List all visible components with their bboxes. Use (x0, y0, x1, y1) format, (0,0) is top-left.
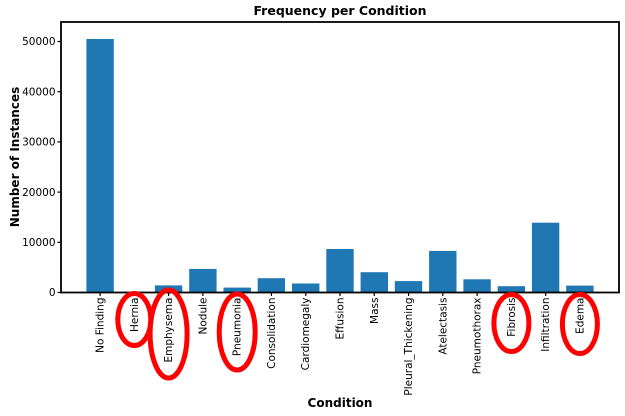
x-tick-label-pneumothorax: Pneumothorax (472, 297, 484, 374)
circle-annotation-pneumonia (216, 291, 258, 373)
x-tick-label-pleural-thickening: Pleural_Thickening (403, 298, 415, 396)
x-axis-label: Condition (307, 396, 373, 410)
x-tick-label-cardiomegaly: Cardiomegaly (300, 298, 312, 371)
bar-no-finding (86, 39, 114, 293)
bar-fibrosis (497, 286, 526, 293)
x-tick-label-emphysema: Emphysema (163, 298, 175, 363)
y-tick-label: 20000 (22, 187, 55, 199)
x-tick-label-infiltration: Infiltration (540, 298, 552, 352)
x-tick-label-no-finding: No Finding (95, 298, 107, 353)
x-tick-label-atelectasis: Atelectasis (437, 298, 449, 355)
x-tick-label-pneumonia: Pneumonia (232, 298, 244, 357)
y-tick-label: 50000 (22, 36, 55, 48)
y-tick-label: 0 (49, 287, 56, 299)
circle-annotation-edema (559, 292, 600, 356)
chart-title: Frequency per Condition (253, 3, 427, 18)
x-tick-label-nodule: Nodule (197, 298, 209, 335)
x-tick-label-effusion: Effusion (335, 298, 347, 340)
y-tick-label: 40000 (22, 86, 55, 98)
bar-mass (360, 272, 388, 293)
x-tick-label-edema: Edema (574, 298, 586, 334)
y-tick-label: 30000 (22, 137, 55, 149)
circle-annotation-emphysema (147, 287, 190, 381)
bar-pleural-thickening (394, 281, 423, 293)
bar-cardiomegaly (292, 283, 320, 293)
y-tick-label: 10000 (22, 237, 55, 249)
x-tick-label-hernia: Hernia (129, 298, 141, 333)
axes-spines (60, 21, 620, 294)
bar-infiltration (531, 222, 560, 293)
bar-consolidation (257, 278, 286, 293)
bar-nodule (189, 268, 217, 293)
bar-edema (566, 285, 594, 293)
bar-atelectasis (429, 250, 457, 293)
x-tick-label-consolidation: Consolidation (266, 298, 278, 369)
bar-pneumothorax (463, 279, 491, 293)
x-tick-label-mass: Mass (369, 298, 381, 324)
bar-effusion (326, 249, 354, 293)
circle-annotation-fibrosis (491, 292, 532, 354)
x-tick-label-fibrosis: Fibrosis (506, 298, 518, 337)
bar-pneumonia (223, 287, 251, 293)
